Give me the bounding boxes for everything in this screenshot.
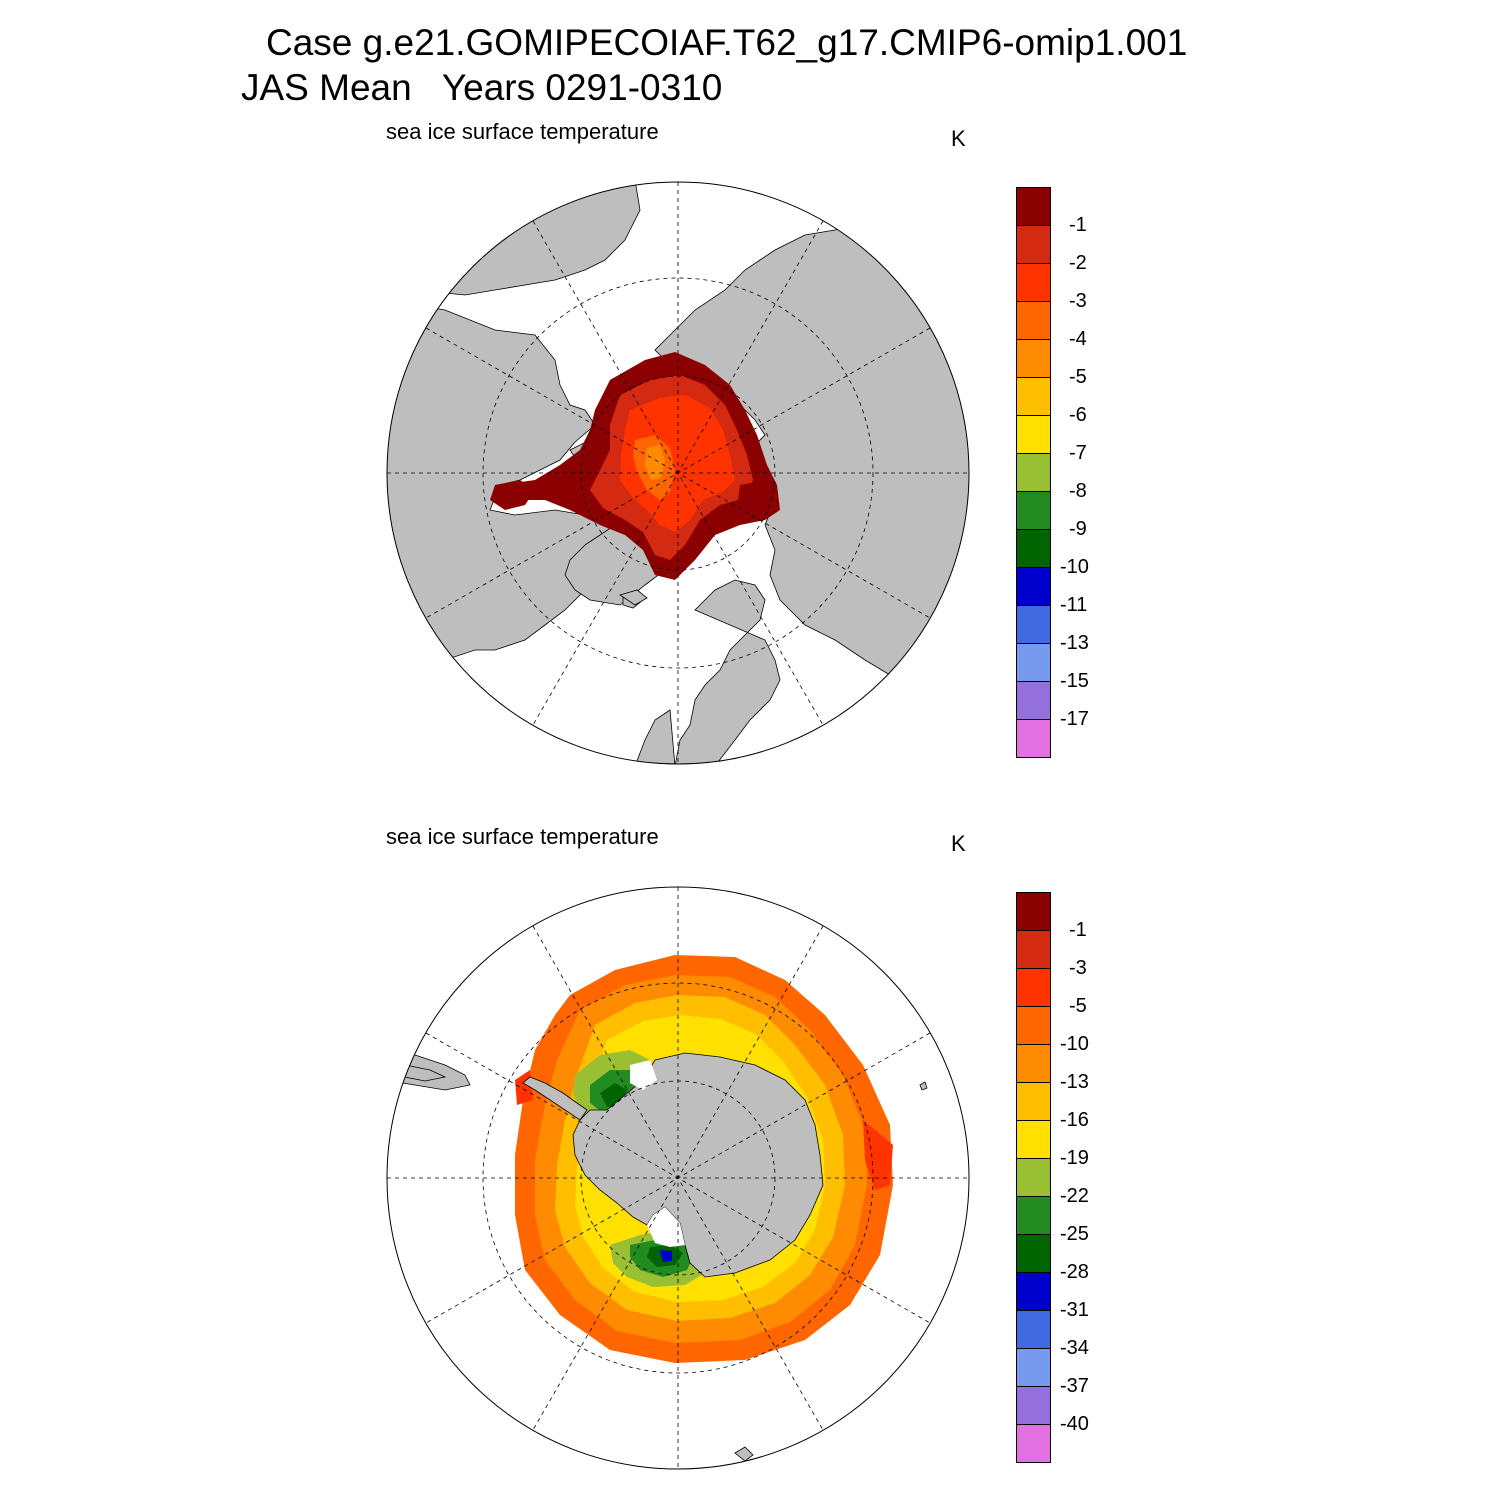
north-colorbar-label: -3 — [1069, 290, 1087, 312]
north-map-border — [386, 181, 970, 765]
north-colorbar-swatch — [1016, 643, 1051, 682]
north-colorbar-swatch — [1016, 719, 1051, 758]
south-colorbar-swatch — [1016, 1120, 1051, 1159]
north-colorbar-swatch — [1016, 605, 1051, 644]
north-colorbar-label: -5 — [1069, 366, 1087, 388]
south-colorbar-swatch — [1016, 1006, 1051, 1045]
south-colorbar-swatch — [1016, 968, 1051, 1007]
north-colorbar-label: -7 — [1069, 442, 1087, 464]
south-colorbar-label: -5 — [1069, 995, 1087, 1017]
south-colorbar-label: -16 — [1060, 1109, 1089, 1131]
south-colorbar-swatch — [1016, 1348, 1051, 1387]
figure-title-case: Case g.e21.GOMIPECOIAF.T62_g17.CMIP6-omi… — [266, 22, 1188, 63]
south-ice-shelves — [630, 1060, 685, 1247]
north-colorbar-swatch — [1016, 681, 1051, 720]
south-colorbar-label: -13 — [1060, 1071, 1089, 1093]
south-colorbar-label: -19 — [1060, 1147, 1089, 1169]
south-colorbar: -1 -3 -5 -10 -13 -16 -19 -22 -25 -28 -31 -34 -37 -40 — [1016, 892, 1089, 1463]
north-colorbar-swatch — [1016, 225, 1051, 264]
north-polar-map — [386, 181, 970, 765]
south-colorbar-label: -34 — [1060, 1337, 1089, 1359]
south-colorbar-label: -40 — [1060, 1413, 1089, 1435]
south-colorbar-swatch — [1016, 930, 1051, 969]
north-colorbar-label: -15 — [1060, 670, 1089, 692]
north-colorbar-swatch — [1016, 453, 1051, 492]
north-colorbar-swatch — [1016, 491, 1051, 530]
north-colorbar-label: -10 — [1060, 556, 1089, 578]
south-unit-label: K — [951, 831, 966, 856]
north-colorbar-label: -8 — [1069, 480, 1087, 502]
north-colorbar-swatch — [1016, 187, 1051, 226]
south-colorbar-swatch — [1016, 1310, 1051, 1349]
north-graticule — [387, 182, 969, 764]
north-colorbar-label: -13 — [1060, 632, 1089, 654]
south-colorbar-label: -28 — [1060, 1261, 1089, 1283]
south-colorbar-label: -22 — [1060, 1185, 1089, 1207]
north-colorbar-label: -11 — [1060, 594, 1088, 616]
south-colorbar-label: -37 — [1060, 1375, 1089, 1397]
south-colorbar-label: -3 — [1069, 957, 1087, 979]
north-colorbar-swatch — [1016, 377, 1051, 416]
south-colorbar-label: -10 — [1060, 1033, 1089, 1055]
south-colorbar-label: -1 — [1069, 919, 1087, 941]
south-colorbar-label: -25 — [1060, 1223, 1089, 1245]
figure-title-period: JAS Mean Years 0291-0310 — [241, 67, 723, 108]
south-panel-title: sea ice surface temperature — [386, 824, 659, 849]
south-colorbar-swatch — [1016, 1196, 1051, 1235]
south-colorbar-swatch — [1016, 892, 1051, 931]
south-colorbar-swatch — [1016, 1424, 1051, 1463]
north-colorbar-label: -4 — [1069, 328, 1087, 350]
north-colorbar-label: -1 — [1069, 214, 1087, 236]
south-graticule — [387, 887, 969, 1469]
north-colorbar-swatch — [1016, 529, 1051, 568]
north-colorbar-label: -2 — [1069, 252, 1087, 274]
south-map-border — [386, 886, 970, 1470]
north-colorbar-swatch — [1016, 567, 1051, 606]
south-colorbar-swatch — [1016, 1044, 1051, 1083]
north-panel-title: sea ice surface temperature — [386, 119, 659, 144]
south-colorbar-swatch — [1016, 1386, 1051, 1425]
north-colorbar-label: -6 — [1069, 404, 1087, 426]
north-colorbar-swatch — [1016, 415, 1051, 454]
north-colorbar-swatch — [1016, 339, 1051, 378]
north-colorbar-swatch — [1016, 263, 1051, 302]
north-colorbar-swatch — [1016, 301, 1051, 340]
north-colorbar-label: -9 — [1069, 518, 1087, 540]
south-colorbar-swatch — [1016, 1272, 1051, 1311]
south-colorbar-label: -31 — [1060, 1299, 1089, 1321]
south-colorbar-swatch — [1016, 1158, 1051, 1197]
south-colorbar-swatch — [1016, 1234, 1051, 1273]
south-polar-map — [386, 886, 970, 1470]
north-colorbar: -1 -2 -3 -4 -5 -6 -7 -8 -9 -10 -11 -13 -15 -17 — [1016, 187, 1089, 758]
north-sea-ice-field — [490, 352, 780, 580]
north-colorbar-label: -17 — [1060, 708, 1089, 730]
south-colorbar-swatch — [1016, 1082, 1051, 1121]
north-unit-label: K — [951, 126, 966, 151]
